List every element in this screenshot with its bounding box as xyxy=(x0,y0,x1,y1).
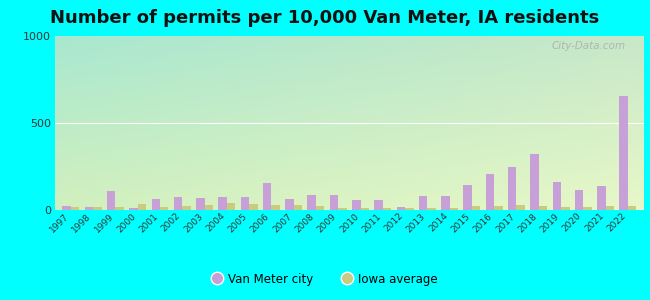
Bar xyxy=(84,207,93,210)
Bar xyxy=(62,206,71,210)
Bar xyxy=(71,207,79,210)
Bar xyxy=(182,206,190,210)
Bar xyxy=(606,206,614,210)
Bar xyxy=(174,197,182,210)
Bar xyxy=(575,190,583,210)
Bar xyxy=(330,195,338,210)
Bar xyxy=(419,196,427,210)
Bar xyxy=(307,195,316,210)
Bar xyxy=(138,204,146,210)
Bar xyxy=(472,206,480,210)
Bar xyxy=(93,207,101,210)
Bar xyxy=(272,205,280,210)
Bar xyxy=(561,207,569,210)
Bar xyxy=(383,208,391,210)
Bar xyxy=(338,208,346,210)
Legend: Van Meter city, Iowa average: Van Meter city, Iowa average xyxy=(208,268,442,291)
Bar xyxy=(441,196,450,210)
Bar xyxy=(151,199,160,210)
Bar xyxy=(494,206,502,210)
Bar xyxy=(450,208,458,210)
Bar xyxy=(107,191,116,210)
Bar xyxy=(129,208,138,210)
Bar xyxy=(227,203,235,210)
Bar xyxy=(116,207,124,210)
Bar xyxy=(294,205,302,210)
Bar xyxy=(396,207,405,210)
Bar xyxy=(508,167,517,210)
Bar xyxy=(583,207,592,210)
Bar xyxy=(619,96,628,210)
Bar xyxy=(285,199,294,210)
Bar xyxy=(205,205,213,210)
Text: Number of permits per 10,000 Van Meter, IA residents: Number of permits per 10,000 Van Meter, … xyxy=(51,9,599,27)
Bar xyxy=(463,185,472,210)
Bar xyxy=(196,198,205,210)
Bar xyxy=(486,174,494,210)
Bar xyxy=(530,154,539,210)
Bar xyxy=(263,183,272,210)
Bar xyxy=(160,207,168,210)
Bar xyxy=(249,204,257,210)
Bar xyxy=(240,197,249,210)
Bar xyxy=(361,208,369,210)
Text: City-Data.com: City-Data.com xyxy=(552,41,626,51)
Bar xyxy=(405,208,413,210)
Bar xyxy=(539,206,547,210)
Bar xyxy=(374,200,383,210)
Bar xyxy=(552,182,561,210)
Bar xyxy=(352,200,361,210)
Bar xyxy=(427,208,436,210)
Bar xyxy=(517,205,525,210)
Bar xyxy=(628,206,636,210)
Bar xyxy=(218,197,227,210)
Bar xyxy=(316,206,324,210)
Bar xyxy=(597,186,606,210)
